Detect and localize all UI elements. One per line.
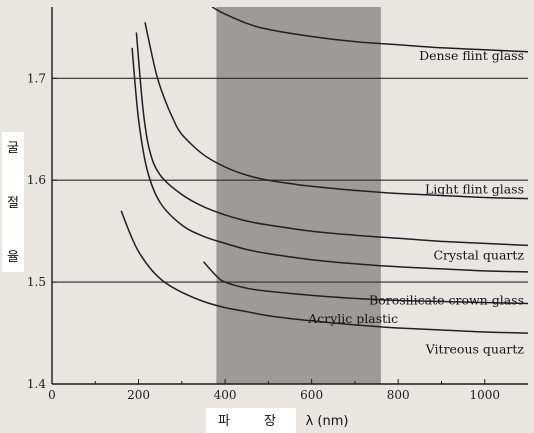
series-label-borosilicate-crown-glass: Borosilicate crown glass <box>369 293 524 308</box>
x-tick-label-4: 800 <box>387 388 410 402</box>
y-tick-label-2: 1.6 <box>27 173 46 187</box>
x-tick-label-3: 600 <box>300 388 323 402</box>
x-tick-label-1: 200 <box>127 388 150 402</box>
series-line-dense-flint-glass <box>211 7 528 53</box>
series-label-crystal-quartz: Crystal quartz <box>433 248 524 263</box>
series-label-layer: Dense flint glass Light flint glass Crysta… <box>307 48 524 356</box>
series-line-acrylic-plastic <box>202 261 528 305</box>
tick-label-layer: 0 200 400 600 800 1000 1.4 1.5 1.6 1.7 <box>27 71 500 402</box>
series-label-acrylic-plastic: Acrylic plastic <box>307 311 398 326</box>
ylabel-char-3: 율 <box>7 250 19 265</box>
xlabel-background <box>206 408 296 433</box>
y-tick-label-0: 1.4 <box>27 377 46 391</box>
series-line-borosilicate-crown-glass <box>131 47 528 273</box>
series-label-vitreous-quartz: Vitreous quartz <box>425 341 525 356</box>
xlabel-part-2: 장 <box>264 414 276 429</box>
xlabel-part-1: 파 <box>218 414 230 429</box>
axis-label-layer: 굴 절 율 파 장 λ (nm) <box>2 132 348 433</box>
series-line-light-flint-glass <box>144 22 528 200</box>
xlabel-part-3: λ (nm) <box>306 414 349 429</box>
gridline-layer <box>52 77 528 283</box>
x-tick-label-2: 400 <box>214 388 237 402</box>
series-line-crystal-quartz <box>135 32 528 247</box>
series-line-vitreous-quartz <box>120 210 528 334</box>
plot-frame-layer <box>51 7 528 385</box>
ylabel-char-1: 굴 <box>7 141 19 156</box>
y-tick-label-1: 1.5 <box>27 275 46 289</box>
y-tick-label-3: 1.7 <box>27 71 46 85</box>
series-layer <box>120 7 528 334</box>
visible-band-layer <box>216 7 381 384</box>
ylabel-background <box>2 132 24 272</box>
series-label-light-flint-glass: Light flint glass <box>425 181 524 196</box>
series-label-dense-flint-glass: Dense flint glass <box>419 48 524 63</box>
x-tick-label-5: 1000 <box>469 388 500 402</box>
visible-spectrum-band <box>216 7 381 384</box>
ylabel-char-2: 절 <box>7 196 19 211</box>
x-tick-label-0: 0 <box>48 388 56 402</box>
